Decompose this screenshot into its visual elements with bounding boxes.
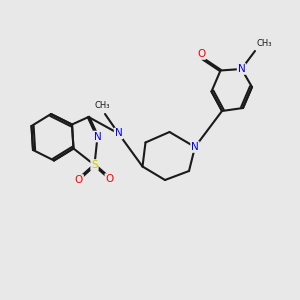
Text: CH₃: CH₃ xyxy=(256,39,272,48)
Text: N: N xyxy=(94,131,101,142)
Text: N: N xyxy=(238,64,245,74)
Text: N: N xyxy=(191,142,199,152)
Text: N: N xyxy=(115,128,122,139)
Text: O: O xyxy=(75,175,83,185)
Text: CH₃: CH₃ xyxy=(95,101,110,110)
Text: O: O xyxy=(105,174,114,184)
Text: S: S xyxy=(91,160,98,170)
Text: O: O xyxy=(197,49,205,59)
